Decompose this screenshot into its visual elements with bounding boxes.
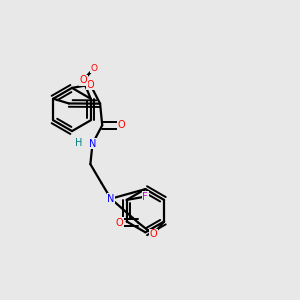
Text: O: O: [118, 120, 125, 130]
Text: O: O: [149, 230, 157, 239]
Text: O: O: [116, 218, 124, 228]
Text: N: N: [89, 139, 96, 148]
Text: F: F: [142, 192, 148, 202]
Text: O: O: [79, 75, 87, 85]
Text: O: O: [79, 75, 87, 85]
Text: O: O: [90, 64, 98, 73]
Text: O: O: [86, 80, 94, 90]
Text: N: N: [107, 194, 115, 204]
Text: H: H: [75, 137, 82, 148]
